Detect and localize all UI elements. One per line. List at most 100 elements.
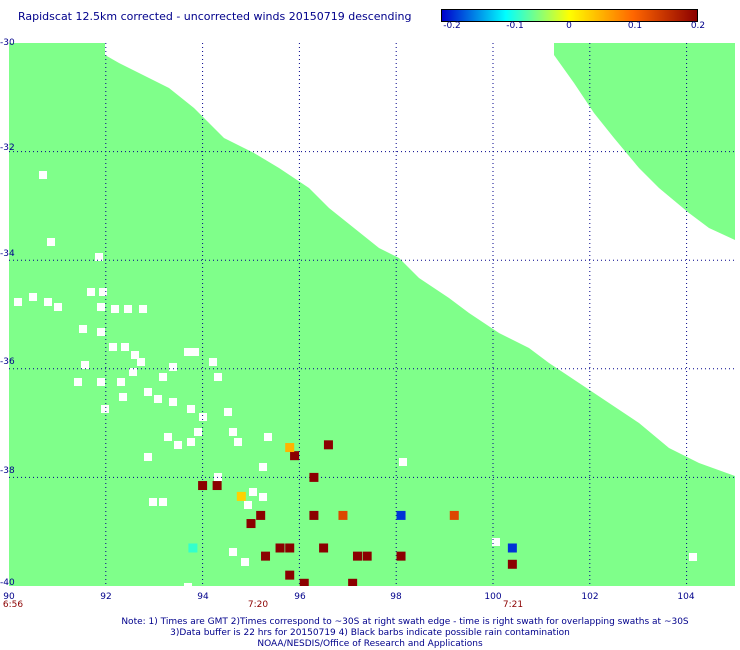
data-gap	[229, 428, 237, 436]
data-gap	[164, 433, 172, 441]
data-gap	[187, 438, 195, 446]
time-label: 6:56	[2, 600, 24, 610]
lon-label: 100	[484, 592, 502, 602]
wind-cell	[348, 578, 358, 586]
colorbar-label: 0	[566, 21, 572, 31]
data-gap	[492, 538, 500, 546]
data-gap	[119, 393, 127, 401]
wind-cell	[309, 472, 319, 482]
wind-cell	[290, 451, 300, 461]
wind-cell	[285, 570, 295, 580]
wind-cell	[449, 510, 459, 520]
time-label: 7:20	[247, 600, 269, 610]
colorbar	[441, 9, 698, 22]
data-gap	[174, 441, 182, 449]
wind-cell	[352, 551, 362, 561]
data-gap	[259, 493, 267, 501]
wind-cell	[236, 491, 246, 501]
lat-label: -30	[0, 38, 15, 48]
data-gap	[74, 378, 82, 386]
lon-label: 96	[294, 592, 306, 602]
data-gap	[47, 238, 55, 246]
lon-label: 94	[197, 592, 209, 602]
data-gap	[187, 405, 195, 413]
data-gap	[194, 428, 202, 436]
right-swath	[554, 43, 735, 240]
wind-cell	[285, 443, 295, 453]
lat-label: -40	[0, 578, 15, 588]
data-gap	[129, 368, 137, 376]
wind-cell	[275, 543, 285, 553]
data-gap	[137, 358, 145, 366]
lon-label: 102	[581, 592, 599, 602]
data-gap	[109, 343, 117, 351]
colorbar-label: 0.1	[627, 21, 643, 31]
data-gap	[87, 288, 95, 296]
data-gap	[689, 553, 697, 561]
data-gap	[209, 358, 217, 366]
wind-cell	[309, 510, 319, 520]
data-gap	[99, 288, 107, 296]
data-gap	[159, 498, 167, 506]
wind-cell	[507, 543, 517, 553]
wind-cell	[396, 551, 406, 561]
data-gap	[111, 305, 119, 313]
data-gap	[224, 408, 232, 416]
data-gaps	[14, 171, 697, 586]
data-gap	[244, 501, 252, 509]
data-gap	[234, 438, 242, 446]
footnote-line: 3)Data buffer is 22 hrs for 20150719 4) …	[170, 628, 570, 638]
map-title: Rapidscat 12.5km corrected - uncorrected…	[18, 10, 412, 23]
wind-cell	[338, 510, 348, 520]
data-gap	[159, 373, 167, 381]
wind-cell	[323, 440, 333, 450]
data-gap	[229, 548, 237, 556]
data-gap	[144, 388, 152, 396]
lat-label: -32	[0, 143, 15, 153]
wind-cell	[299, 578, 309, 586]
wind-cell	[261, 551, 271, 561]
data-gap	[139, 305, 147, 313]
data-gap	[95, 253, 103, 261]
data-gap	[399, 458, 407, 466]
data-gap	[14, 298, 22, 306]
data-gap	[199, 413, 207, 421]
grid-lines	[9, 43, 735, 586]
data-gap	[259, 463, 267, 471]
wind-cell	[396, 510, 406, 520]
footnote-line: NOAA/NESDIS/Office of Research and Appli…	[257, 639, 483, 649]
data-gap	[39, 171, 47, 179]
left-swath	[9, 43, 735, 586]
wind-cell	[362, 551, 372, 561]
data-gap	[169, 363, 177, 371]
data-gap	[241, 558, 249, 566]
data-gap	[97, 303, 105, 311]
data-gap	[97, 378, 105, 386]
swath-map	[9, 43, 735, 586]
data-gap	[144, 453, 152, 461]
data-gap	[79, 325, 87, 333]
data-gap	[191, 348, 199, 356]
lon-label: 98	[390, 592, 402, 602]
wind-difference-cells	[188, 440, 517, 586]
lat-label: -38	[0, 466, 15, 476]
data-gap	[131, 351, 139, 359]
data-gap	[149, 498, 157, 506]
lon-label: 90	[3, 592, 15, 602]
footnote-line: Note: 1) Times are GMT 2)Times correspon…	[121, 617, 689, 627]
data-gap	[214, 373, 222, 381]
data-gap	[121, 343, 129, 351]
data-gap	[264, 433, 272, 441]
data-gap	[97, 328, 105, 336]
wind-cell	[507, 559, 517, 569]
data-gap	[54, 303, 62, 311]
data-gap	[29, 293, 37, 301]
wind-cell	[212, 481, 222, 491]
data-gap	[101, 405, 109, 413]
data-gap	[184, 583, 192, 586]
data-gap	[124, 305, 132, 313]
wind-cell	[246, 519, 256, 529]
data-gap	[184, 348, 192, 356]
wind-cell	[319, 543, 329, 553]
colorbar-label: 0.2	[690, 21, 706, 31]
